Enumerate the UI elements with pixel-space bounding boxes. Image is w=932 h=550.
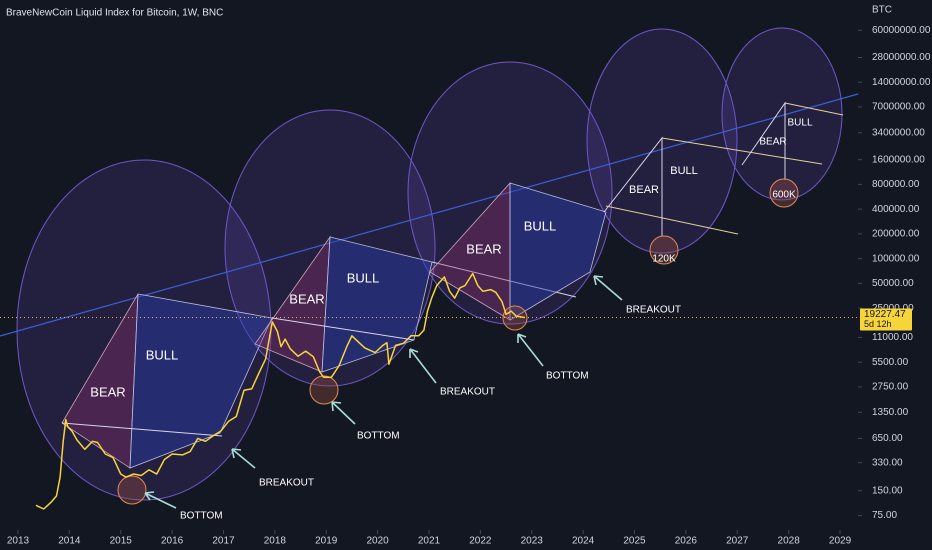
arrow — [144, 491, 177, 509]
y-tick-label: 60000000.00 — [872, 25, 931, 36]
bottom-marker — [309, 375, 339, 405]
y-tick-label: 3400000.00 — [872, 127, 925, 138]
price-line — [35, 272, 525, 510]
y-tick-label: 2750.00 — [872, 382, 909, 393]
annotation: BOTTOM — [546, 371, 589, 382]
y-tick-label: 1350.00 — [872, 407, 909, 418]
y-tick-label: 14000000.00 — [872, 77, 931, 88]
y-tick-label: 150.00 — [872, 485, 903, 496]
bottom-marker — [117, 475, 147, 505]
chart-title: BraveNewCoin Liquid Index for Bitcoin, 1… — [6, 8, 223, 19]
annotation: BULL — [347, 270, 380, 285]
y-tick-label: 800000.00 — [872, 179, 920, 190]
annotation: 600K — [772, 190, 796, 201]
x-tick-label: 2023 — [521, 536, 544, 547]
annotation: BREAKOUT — [259, 478, 314, 489]
x-tick-label: 2026 — [675, 536, 698, 547]
x-tick-label: 2019 — [315, 536, 338, 547]
y-tick-label: 5500.00 — [872, 357, 909, 368]
annotation: BEAR — [629, 184, 659, 196]
bottom-marker — [769, 178, 799, 208]
range-line — [605, 205, 739, 235]
x-tick-label: 2020 — [366, 536, 389, 547]
cycle-circle — [224, 109, 436, 387]
annotation: 120K — [652, 254, 676, 265]
y-tick-label: 28000000.00 — [872, 52, 931, 63]
y-tick-label: 200000.00 — [872, 229, 920, 240]
arrow — [331, 401, 356, 425]
y-tick-label: 1600000.00 — [872, 154, 925, 165]
x-tick-label: 2024 — [572, 536, 595, 547]
axis-label: BTC — [872, 5, 892, 16]
range-line — [431, 261, 577, 298]
arrow — [517, 333, 544, 367]
y-tick-label: 7000000.00 — [872, 102, 925, 113]
annotation: BULL — [146, 347, 179, 362]
x-tick-label: 2028 — [778, 536, 801, 547]
trend-line — [0, 93, 859, 337]
x-tick-label: 2029 — [829, 536, 852, 547]
arrow — [231, 448, 256, 469]
y-tick-label: 330.00 — [872, 457, 903, 468]
range-line — [784, 102, 844, 116]
x-tick-label: 2013 — [7, 536, 30, 547]
range-line — [661, 137, 823, 165]
annotation-labels: BEAR BULL BREAKOUT BOTTOM BEAR BULL BOTT… — [90, 118, 813, 522]
annotation: BULL — [670, 165, 698, 177]
x-tick-label: 2016 — [161, 536, 184, 547]
x-tick-label: 2027 — [726, 536, 749, 547]
annotation: BOTTOM — [357, 431, 400, 442]
bull-zone — [509, 182, 607, 321]
annotation: BREAKOUT — [440, 387, 495, 398]
y-tick-label: 11000.00 — [872, 332, 913, 343]
price-tag-countdown: 5d 12h — [864, 319, 892, 329]
annotation: BULL — [787, 118, 812, 129]
arrow — [409, 348, 437, 384]
cycle-circle — [721, 27, 843, 201]
annotation: BEAR — [759, 137, 786, 148]
annotation: BEAR — [466, 241, 501, 256]
range-line — [271, 317, 415, 341]
annotation: BOTTOM — [180, 511, 223, 522]
y-tick-label: 400000.00 — [872, 204, 920, 215]
arrow — [593, 275, 623, 301]
range-line — [61, 422, 223, 437]
x-tick-label: 2022 — [469, 536, 492, 547]
annotation: BEAR — [289, 291, 324, 306]
bottom-marker — [649, 235, 679, 265]
price-tag-value: 19227.47 — [864, 309, 906, 320]
y-tick-label: 25000.00 — [872, 303, 914, 314]
x-tick-label: 2014 — [58, 536, 81, 547]
x-tick-label: 2021 — [418, 536, 441, 547]
annotation: BULL — [524, 218, 557, 233]
price-tag — [860, 308, 912, 331]
y-tick-label: 650.00 — [872, 433, 903, 444]
bull-zone — [129, 293, 273, 469]
y-tick-label: 75.00 — [872, 510, 897, 521]
x-tick-label: 2018 — [264, 536, 287, 547]
x-tick-label: 2015 — [110, 536, 133, 547]
annotations-layer — [0, 27, 859, 509]
annotation: BREAKOUT — [626, 305, 681, 316]
series-layer — [0, 272, 858, 510]
y-tick-label: 50000.00 — [872, 278, 914, 289]
y-tick-label: 100000.00 — [872, 253, 920, 264]
x-tick-label: 2025 — [623, 536, 646, 547]
x-tick-label: 2017 — [212, 536, 235, 547]
annotation: BEAR — [90, 384, 125, 399]
